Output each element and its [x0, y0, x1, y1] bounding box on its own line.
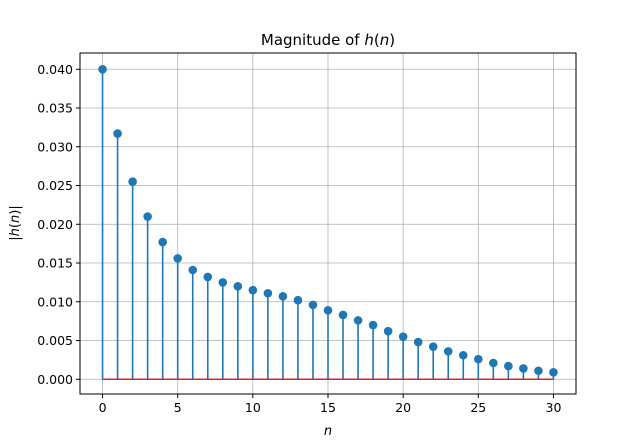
x-tick-label: 25	[470, 400, 486, 415]
stem-marker	[368, 320, 378, 330]
stem-marker	[398, 332, 408, 341]
stem-marker	[474, 354, 483, 364]
y-tick-label: 0.010	[37, 294, 73, 309]
stem-lines	[101, 69, 555, 380]
stem-marker	[534, 366, 543, 376]
x-tick-label: 5	[174, 400, 182, 415]
y-axis-label: |h(n)|	[8, 205, 23, 240]
stem-marker	[203, 272, 213, 282]
stem-marker	[489, 358, 498, 368]
stem-markers	[98, 64, 558, 377]
stem-marker	[248, 285, 258, 295]
x-tick-label: 10	[245, 400, 261, 415]
stem-marker	[519, 364, 528, 373]
stem-marker	[549, 368, 558, 377]
stem-marker	[158, 237, 167, 247]
stem-marker	[413, 337, 423, 347]
y-tick-label: 0.015	[37, 256, 73, 271]
stem-marker	[218, 278, 228, 287]
y-tick-label: 0.040	[37, 62, 73, 77]
y-ticks: 0.000 0.005 0.010 0.015 0.020 0.025 0.030 0.035…	[37, 62, 80, 387]
stem-marker	[188, 265, 198, 275]
stem-marker	[143, 212, 152, 221]
x-tick-label: 0	[99, 400, 107, 415]
stem-marker	[98, 64, 107, 74]
y-tick-label: 0.025	[37, 178, 73, 193]
stem-marker	[113, 129, 122, 138]
stem-marker	[293, 295, 303, 305]
stem-marker	[263, 288, 273, 298]
stem-marker	[353, 316, 363, 325]
stem-marker	[323, 306, 333, 315]
x-axis-label: n	[324, 424, 332, 439]
stem-marker	[458, 350, 468, 360]
x-tick-label: 15	[320, 400, 336, 415]
x-ticks: 0 5 10 15 20 25 30	[99, 394, 562, 415]
y-tick-label: 0.000	[37, 372, 73, 387]
stem-marker	[428, 342, 438, 352]
stem-marker	[504, 361, 513, 371]
stem-marker	[233, 281, 243, 291]
x-tick-label: 30	[546, 400, 562, 415]
stem-marker	[443, 347, 453, 356]
chart-title: Magnitude of h(n)	[261, 31, 395, 49]
x-tick-label: 20	[395, 400, 411, 415]
y-tick-label: 0.035	[37, 101, 73, 116]
stem-marker	[128, 177, 137, 186]
stem-marker	[308, 300, 318, 310]
stem-marker	[278, 292, 288, 301]
stem-marker	[383, 326, 393, 336]
axes-frame	[79, 52, 577, 395]
y-tick-label: 0.020	[37, 217, 73, 232]
stem-marker	[338, 310, 348, 320]
y-tick-label: 0.030	[37, 139, 73, 154]
y-tick-label: 0.005	[37, 333, 73, 348]
stem-marker	[173, 254, 182, 263]
